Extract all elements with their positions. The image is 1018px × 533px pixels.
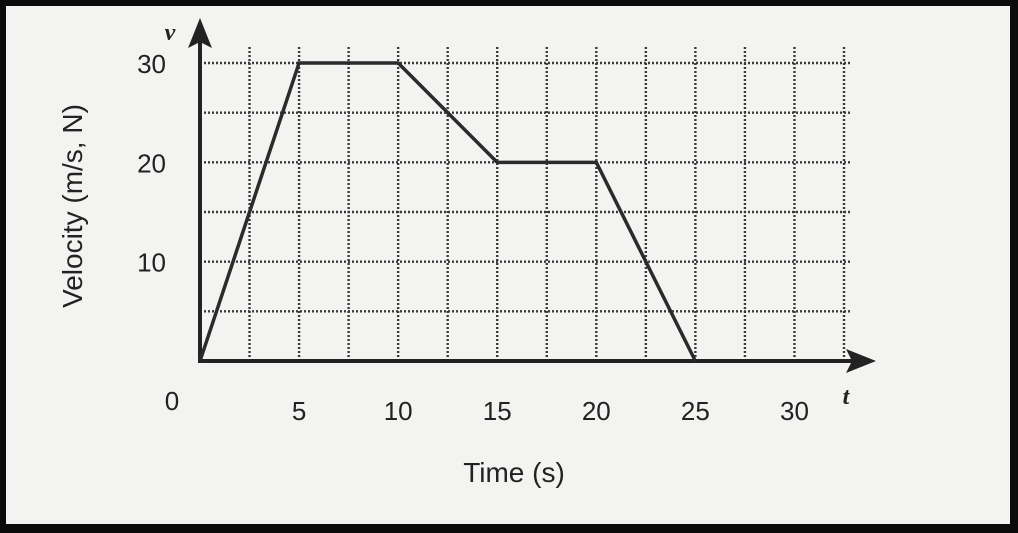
origin-label: 0 — [165, 386, 179, 416]
y-tick-label: 10 — [137, 248, 166, 278]
x-axis-arrow — [846, 349, 876, 373]
x-tick-label: 10 — [384, 396, 413, 426]
y-axis-arrow — [188, 18, 212, 48]
tick-labels: 5 10 15 20 25 30 10 20 30 — [137, 49, 809, 426]
y-tick-label: 30 — [137, 49, 166, 79]
x-tick-label: 5 — [292, 396, 306, 426]
x-axis-variable: t — [843, 384, 851, 410]
x-tick-label: 30 — [780, 396, 809, 426]
y-axis-title: Velocity (m/s, N) — [57, 104, 88, 308]
series-layer — [198, 61, 697, 362]
y-axis-variable: v — [165, 20, 176, 46]
x-tick-label: 25 — [681, 396, 710, 426]
x-tick-label: 15 — [483, 396, 512, 426]
chart-panel: 5 10 15 20 25 30 10 20 30 0 v t Time (s) Velocit… — [6, 6, 1010, 524]
velocity-line — [198, 61, 697, 362]
axes — [188, 18, 876, 373]
x-tick-label: 20 — [582, 396, 611, 426]
y-tick-label: 20 — [137, 148, 166, 178]
grid — [200, 45, 850, 361]
velocity-time-chart: 5 10 15 20 25 30 10 20 30 0 v t Time (s) Velocit… — [57, 18, 876, 488]
x-axis-title: Time (s) — [463, 457, 565, 488]
